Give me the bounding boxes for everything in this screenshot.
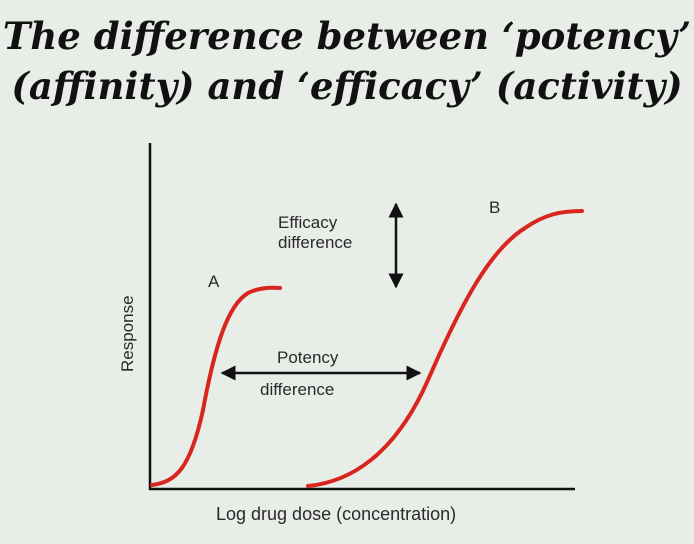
potency-label-line2: difference [260, 380, 334, 399]
efficacy-label-line2: difference [278, 233, 352, 252]
curve-b-label: B [489, 198, 500, 217]
curve-a-label: A [208, 272, 220, 291]
title-line-1: The difference between ‘potency’ [2, 14, 692, 58]
title-line-2: (affinity) and ‘efficacy’ (activity) [11, 64, 683, 108]
curve-a [150, 285, 282, 487]
potency-label-line1: Potency [277, 348, 339, 367]
y-axis-label: Response [118, 295, 137, 372]
x-axis-label: Log drug dose (concentration) [216, 504, 456, 524]
efficacy-label-line1: Efficacy [278, 213, 338, 232]
curve-b [306, 209, 584, 488]
